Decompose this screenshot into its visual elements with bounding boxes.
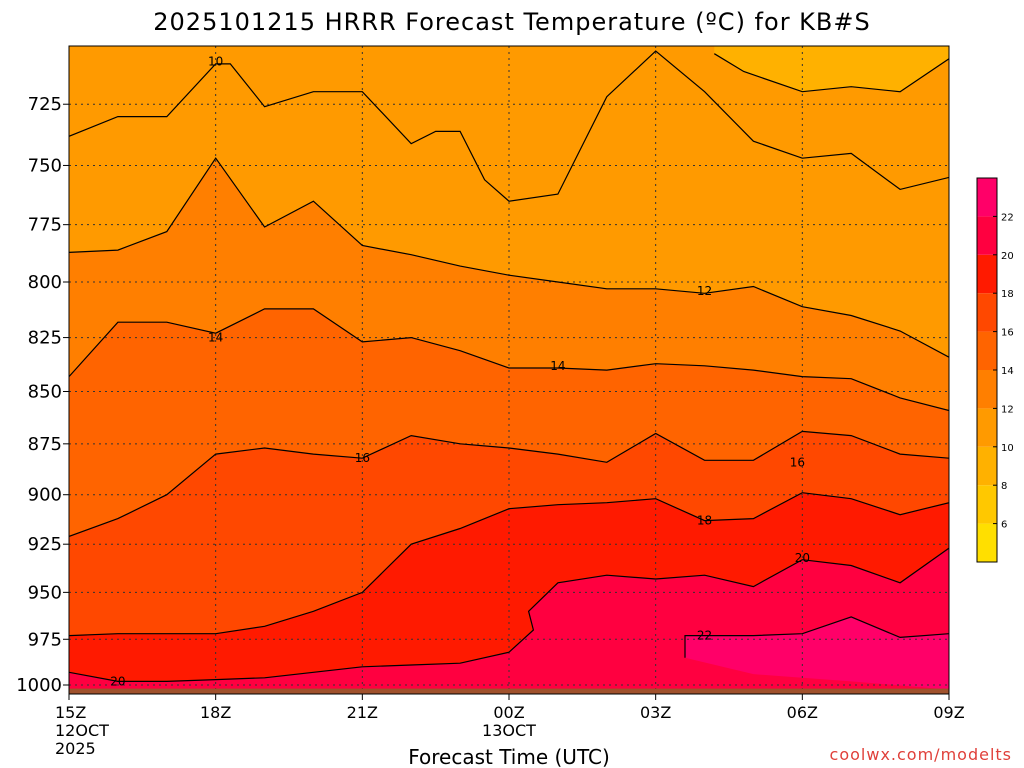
x-tick-year: 2025: [55, 739, 96, 758]
band-22-24: [685, 616, 949, 690]
contour-line-20: [69, 547, 949, 682]
contour-label: 20: [795, 551, 810, 565]
colorbar-tick-label: 22: [1001, 212, 1014, 223]
y-tick-label: 750: [28, 155, 62, 176]
contour-label: 14: [208, 331, 223, 345]
colorbar: 6 8 10 12 14 16 18 20 22: [976, 177, 1014, 563]
y-tick-label: 825: [28, 328, 62, 349]
contour-label: 10: [208, 54, 223, 68]
x-tick-date: 12OCT: [55, 721, 109, 740]
colorbar-swatch: [977, 331, 997, 370]
colorbar-swatch: [977, 446, 997, 486]
contour-line-16: [69, 430, 949, 537]
colorbar-tick-label: 16: [1001, 328, 1014, 339]
y-tick-label: 775: [28, 215, 62, 236]
colorbar-swatch: [977, 254, 997, 294]
y-tick-label: 1000: [16, 675, 62, 696]
x-tick-label: 18Z: [200, 703, 231, 722]
y-tick-label: 975: [28, 629, 62, 650]
colorbar-tick-label: 18: [1001, 289, 1014, 300]
contour-labels: 10 12 14 14 16 16 18 20 20 22: [110, 54, 810, 688]
colorbar-tick-label: 8: [1001, 481, 1007, 492]
contour-line-8: [713, 53, 949, 93]
colorbar-tick-label: 20: [1001, 251, 1014, 262]
y-axis: 725 750 775 800 825 850 875 900 925 950 975 1000: [16, 94, 69, 696]
contour-label: 20: [110, 674, 125, 688]
contour-label: 14: [550, 359, 565, 373]
contour-line-10: [69, 50, 949, 202]
y-tick-label: 900: [28, 485, 62, 506]
colorbar-tick-label: 14: [1001, 366, 1014, 377]
x-tick-date: 13OCT: [482, 721, 536, 740]
x-tick-label: 15Z: [55, 703, 86, 722]
y-tick-label: 800: [28, 272, 62, 293]
contour-label: 12: [697, 284, 712, 298]
y-tick-label: 950: [28, 582, 62, 603]
y-tick-label: 850: [28, 381, 62, 402]
colorbar-swatch: [977, 485, 997, 524]
x-tick-label: 03Z: [640, 703, 671, 722]
colorbar-swatch: [977, 370, 997, 409]
y-tick-label: 725: [28, 94, 62, 115]
x-tick-label: 06Z: [787, 703, 818, 722]
colorbar-swatch: [977, 523, 997, 562]
colorbar-swatch: [977, 293, 997, 332]
ground-band: [69, 688, 949, 694]
x-tick-label: 21Z: [347, 703, 378, 722]
x-tick-label: 00Z: [493, 703, 524, 722]
contour-label: 22: [697, 629, 712, 643]
contour-lines: [69, 50, 949, 682]
colorbar-tick-label: 10: [1001, 443, 1014, 454]
contour-line-22: [684, 616, 949, 658]
credit-text: coolwx.com/modelts: [830, 745, 1012, 764]
x-axis-label: Forecast Time (UTC): [408, 745, 610, 768]
colorbar-swatch: [977, 216, 997, 255]
y-tick-label: 875: [28, 434, 62, 455]
colorbar-swatch: [977, 408, 997, 447]
colorbar-tick-label: 6: [1001, 520, 1007, 531]
grid-lines: [69, 46, 949, 694]
colorbar-tick-label: 12: [1001, 404, 1014, 415]
contour-line-12: [69, 157, 949, 358]
colorbar-swatch: [977, 178, 997, 217]
ground-surface: [69, 688, 949, 694]
chart-title: 2025101215 HRRR Forecast Temperature (ºC…: [153, 8, 870, 36]
contour-line-14: [69, 308, 949, 412]
band-8-10: [714, 46, 949, 92]
y-tick-label: 925: [28, 534, 62, 555]
contour-label: 18: [697, 514, 712, 528]
contour-line-18: [69, 492, 949, 637]
contour-label: 16: [790, 455, 805, 469]
contour-label: 16: [355, 451, 370, 465]
x-tick-label: 09Z: [933, 703, 964, 722]
